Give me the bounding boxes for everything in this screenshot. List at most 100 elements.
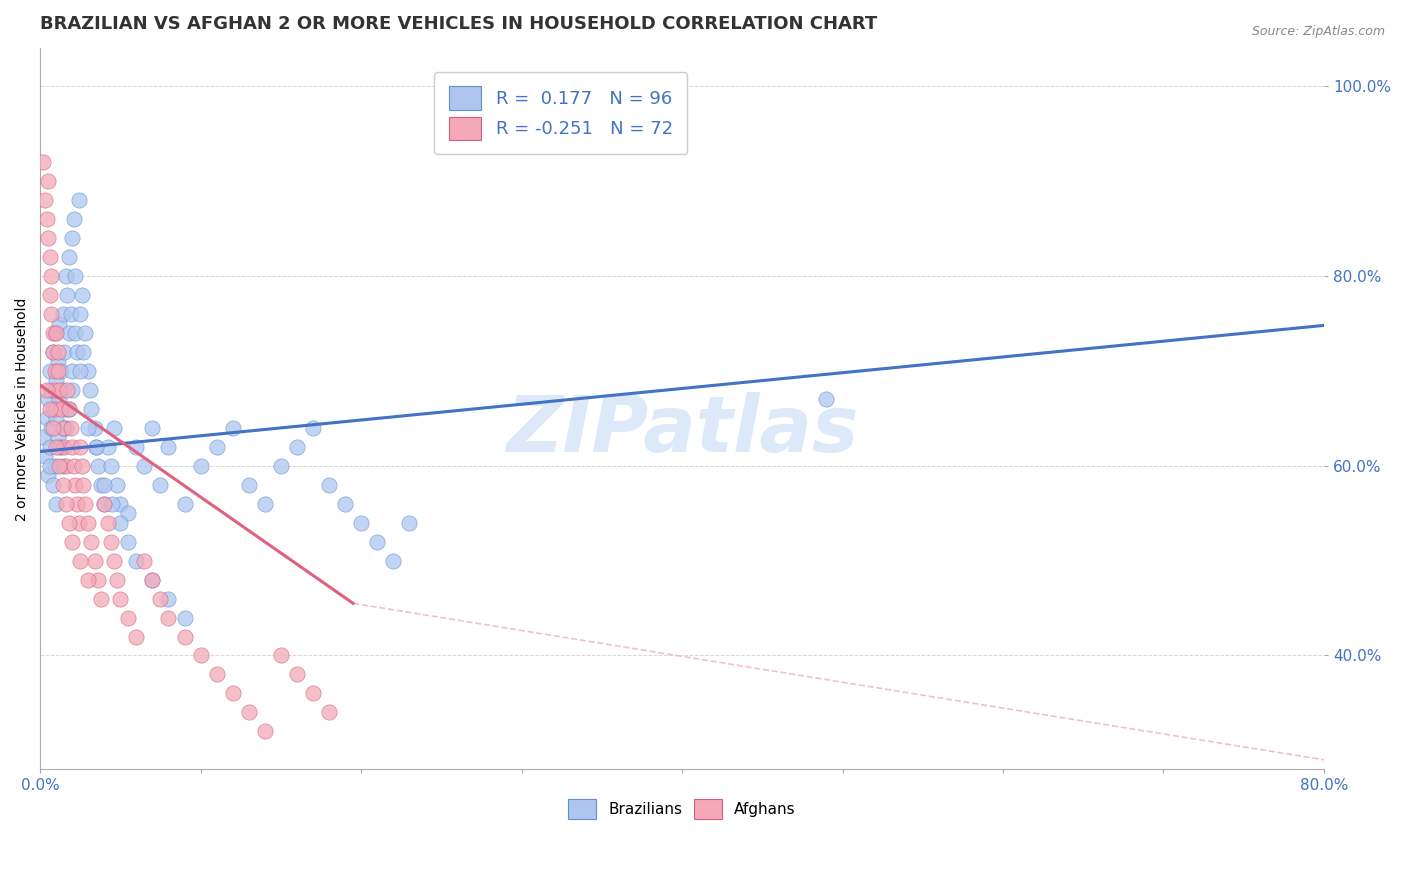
Point — [62, 458, 84, 473]
Point — [117, 506, 139, 520]
Point — [38, 401, 60, 416]
Point — [37, 231, 59, 245]
Point — [157, 610, 180, 624]
Point — [58, 326, 80, 340]
Point — [238, 477, 260, 491]
Point — [37, 174, 59, 188]
Point — [60, 231, 83, 245]
Point — [41, 383, 63, 397]
Point — [70, 458, 93, 473]
Point — [49, 364, 72, 378]
Point — [38, 364, 60, 378]
Point — [55, 401, 77, 416]
Point — [55, 421, 77, 435]
Point — [110, 591, 132, 606]
Point — [221, 421, 243, 435]
Point — [100, 534, 122, 549]
Point — [125, 440, 148, 454]
Point — [35, 383, 58, 397]
Point — [53, 440, 76, 454]
Point — [38, 250, 60, 264]
Point — [69, 554, 91, 568]
Point — [149, 591, 172, 606]
Point — [35, 212, 58, 227]
Point — [149, 477, 172, 491]
Point — [101, 497, 124, 511]
Point — [93, 497, 115, 511]
Point — [134, 554, 156, 568]
Point — [67, 193, 90, 207]
Point — [58, 401, 80, 416]
Point — [84, 440, 107, 454]
Point — [42, 401, 65, 416]
Point — [66, 497, 89, 511]
Point — [44, 364, 66, 378]
Point — [48, 458, 70, 473]
Point — [205, 440, 228, 454]
Point — [72, 477, 94, 491]
Point — [77, 516, 100, 530]
Point — [45, 373, 67, 387]
Point — [62, 212, 84, 227]
Point — [38, 458, 60, 473]
Point — [49, 440, 72, 454]
Point — [80, 534, 103, 549]
Point — [100, 458, 122, 473]
Point — [382, 554, 405, 568]
Point — [83, 421, 105, 435]
Point — [253, 724, 276, 739]
Point — [52, 307, 75, 321]
Point — [73, 497, 96, 511]
Text: ZIPatlas: ZIPatlas — [506, 392, 858, 468]
Point — [60, 440, 83, 454]
Point — [205, 667, 228, 681]
Point — [285, 667, 308, 681]
Point — [141, 573, 163, 587]
Point — [49, 401, 72, 416]
Point — [69, 307, 91, 321]
Point — [110, 497, 132, 511]
Point — [238, 706, 260, 720]
Point — [125, 554, 148, 568]
Point — [42, 326, 65, 340]
Point — [46, 345, 69, 359]
Point — [58, 401, 80, 416]
Point — [117, 534, 139, 549]
Point — [55, 269, 77, 284]
Point — [83, 554, 105, 568]
Point — [46, 430, 69, 444]
Point — [333, 497, 356, 511]
Point — [65, 477, 87, 491]
Point — [60, 364, 83, 378]
Point — [35, 411, 58, 425]
Point — [285, 440, 308, 454]
Point — [52, 421, 75, 435]
Point — [141, 573, 163, 587]
Point — [67, 516, 90, 530]
Point — [77, 364, 100, 378]
Point — [45, 440, 67, 454]
Point — [66, 345, 89, 359]
Point — [190, 458, 212, 473]
Point — [815, 392, 838, 407]
Point — [134, 458, 156, 473]
Point — [173, 630, 195, 644]
Point — [60, 383, 83, 397]
Point — [59, 307, 82, 321]
Point — [221, 686, 243, 700]
Point — [41, 421, 63, 435]
Point — [44, 383, 66, 397]
Point — [93, 497, 115, 511]
Point — [90, 477, 112, 491]
Point — [350, 516, 373, 530]
Point — [60, 534, 83, 549]
Point — [270, 648, 292, 663]
Point — [46, 364, 69, 378]
Point — [45, 497, 67, 511]
Point — [69, 364, 91, 378]
Point — [44, 458, 66, 473]
Point — [65, 269, 87, 284]
Point — [77, 421, 100, 435]
Point — [46, 354, 69, 368]
Point — [318, 477, 340, 491]
